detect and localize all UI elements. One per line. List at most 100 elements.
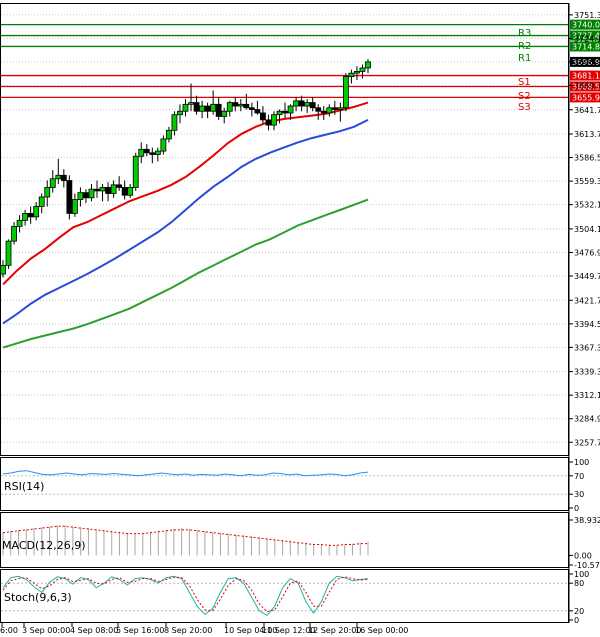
time-tick-label: 11 Sep 12:00 — [262, 626, 315, 635]
candle-bearish — [105, 187, 111, 194]
candle-bullish — [16, 219, 23, 227]
candle-bullish — [210, 103, 217, 112]
level-label-r3: R3 — [518, 28, 531, 39]
time-axis: 6:00 3 Sep 00:00 4 Sep 08:005 Sep 16:00 8 S… — [0, 623, 408, 635]
candle-bullish — [99, 187, 106, 192]
candle-bullish — [171, 114, 178, 131]
stoch-panel-frame — [0, 569, 569, 623]
candle-bearish — [254, 109, 261, 114]
candle-bearish — [265, 119, 272, 126]
candle-bearish — [94, 188, 100, 192]
candlesticks — [0, 59, 371, 278]
candle-bearish — [243, 103, 250, 109]
candle-bullish — [177, 110, 183, 116]
candle-bearish — [149, 152, 156, 155]
candle-bullish — [77, 192, 84, 200]
candle-bullish — [110, 184, 117, 194]
price-tick-label: 3421.70 — [574, 296, 600, 305]
candle-bearish — [83, 192, 89, 199]
candle-bullish — [33, 206, 40, 218]
candle-bearish — [315, 107, 322, 112]
time-tick-label: 6:00 — [0, 626, 18, 635]
candle-bullish — [359, 67, 366, 72]
indicator-scale-label: 0 — [574, 616, 579, 625]
price-tick-label: 3586.50 — [574, 154, 600, 163]
last-price-label: 3696.97 — [572, 58, 600, 67]
candle-bullish — [154, 150, 161, 155]
candle-bullish — [132, 155, 139, 188]
indicator-scale-label: 100 — [574, 458, 589, 467]
price-tick-label: 3724.10 — [574, 34, 600, 43]
stoch-label: Stoch(9,6,3) — [4, 591, 72, 604]
price-tick-label: 3449.70 — [574, 272, 600, 281]
moving-average-line — [2, 119, 369, 325]
level-label-s2: S2 — [518, 91, 531, 102]
indicator-scale-label: 0 — [574, 504, 579, 513]
moving-averages — [2, 101, 369, 349]
candle-bullish — [44, 187, 51, 198]
price-tick-label: 3312.10 — [574, 391, 600, 400]
candle-bullish — [271, 114, 277, 126]
candle-bullish — [160, 138, 167, 152]
time-tick-label: 12 Sep 20:00 — [308, 626, 361, 635]
price-tick-label: 3559.30 — [574, 177, 600, 186]
price-tick-label: 3504.10 — [574, 225, 600, 234]
level-label-r1: R1 — [518, 53, 531, 64]
indicator-scale-label: 20 — [574, 607, 584, 616]
stoch-k-line — [2, 575, 369, 617]
candle-bullish — [326, 107, 333, 114]
indicator-scale-label: 38.932 — [574, 516, 600, 525]
price-tick-label: 3696.97 — [574, 58, 600, 67]
pivot-levels: 3727.413714.81 3740.01 3681.193668.59 3655.… — [1, 19, 600, 103]
indicator-scale-label: 100 — [574, 570, 589, 579]
price-tick-label: 3532.10 — [574, 201, 600, 210]
candle-bullish — [182, 103, 189, 112]
price-axis: 3751.30 3724.10 3696.97 3669.70 3641.70 3613.… — [568, 3, 600, 623]
candle-bearish — [143, 148, 150, 154]
time-tick-label: 16 Sep 00:00 — [355, 626, 408, 635]
candle-bullish — [55, 174, 62, 180]
macd-plot: 38.932 0.00-10.572 — [2, 516, 600, 570]
level-price-label: 3727.41 — [572, 32, 600, 41]
candle-bearish — [232, 102, 239, 107]
price-tick-label: 3641.70 — [574, 106, 600, 115]
candle-bullish — [127, 187, 134, 196]
indicator-scale-label: -10.572 — [574, 561, 600, 570]
candle-bullish — [5, 240, 12, 266]
candle-bullish — [166, 129, 172, 140]
candle-bullish — [221, 110, 228, 117]
indicator-scale-label: 0.00 — [574, 551, 592, 560]
candle-bearish — [298, 100, 305, 107]
candle-bullish — [199, 105, 205, 112]
candle-bullish — [0, 264, 6, 275]
level-price-label: 3714.81 — [572, 42, 600, 51]
level-price-tag — [570, 70, 600, 81]
level-price-tag — [570, 92, 600, 103]
level-price-label: 3740.01 — [572, 21, 600, 30]
candle-bearish — [282, 110, 288, 114]
candle-bullish — [342, 76, 349, 109]
candle-bullish — [237, 103, 244, 107]
candle-bullish — [226, 102, 233, 112]
candle-bullish — [88, 188, 95, 199]
macd-label: MACD(12,26,9) — [2, 539, 86, 552]
candle-bullish — [138, 148, 145, 157]
price-tick-label: 3394.50 — [574, 320, 600, 329]
candle-bullish — [22, 213, 29, 221]
candle-bullish — [354, 71, 360, 74]
moving-average-line — [2, 101, 369, 286]
time-tick-label: 4 Sep 08:00 — [70, 626, 118, 635]
candle-bearish — [27, 213, 34, 218]
level-price-tag — [570, 41, 600, 52]
price-tick-label: 3613.70 — [574, 130, 600, 139]
level-price-tag — [570, 19, 600, 30]
candle-bullish — [304, 102, 311, 107]
price-panel-frame — [0, 3, 569, 456]
candle-bullish — [365, 61, 371, 69]
candle-bullish — [11, 226, 17, 242]
level-label-r2: R2 — [518, 41, 531, 52]
candle-bearish — [116, 184, 123, 188]
time-tick-label: 5 Sep 16:00 — [116, 626, 164, 635]
candle-bearish — [215, 103, 222, 117]
